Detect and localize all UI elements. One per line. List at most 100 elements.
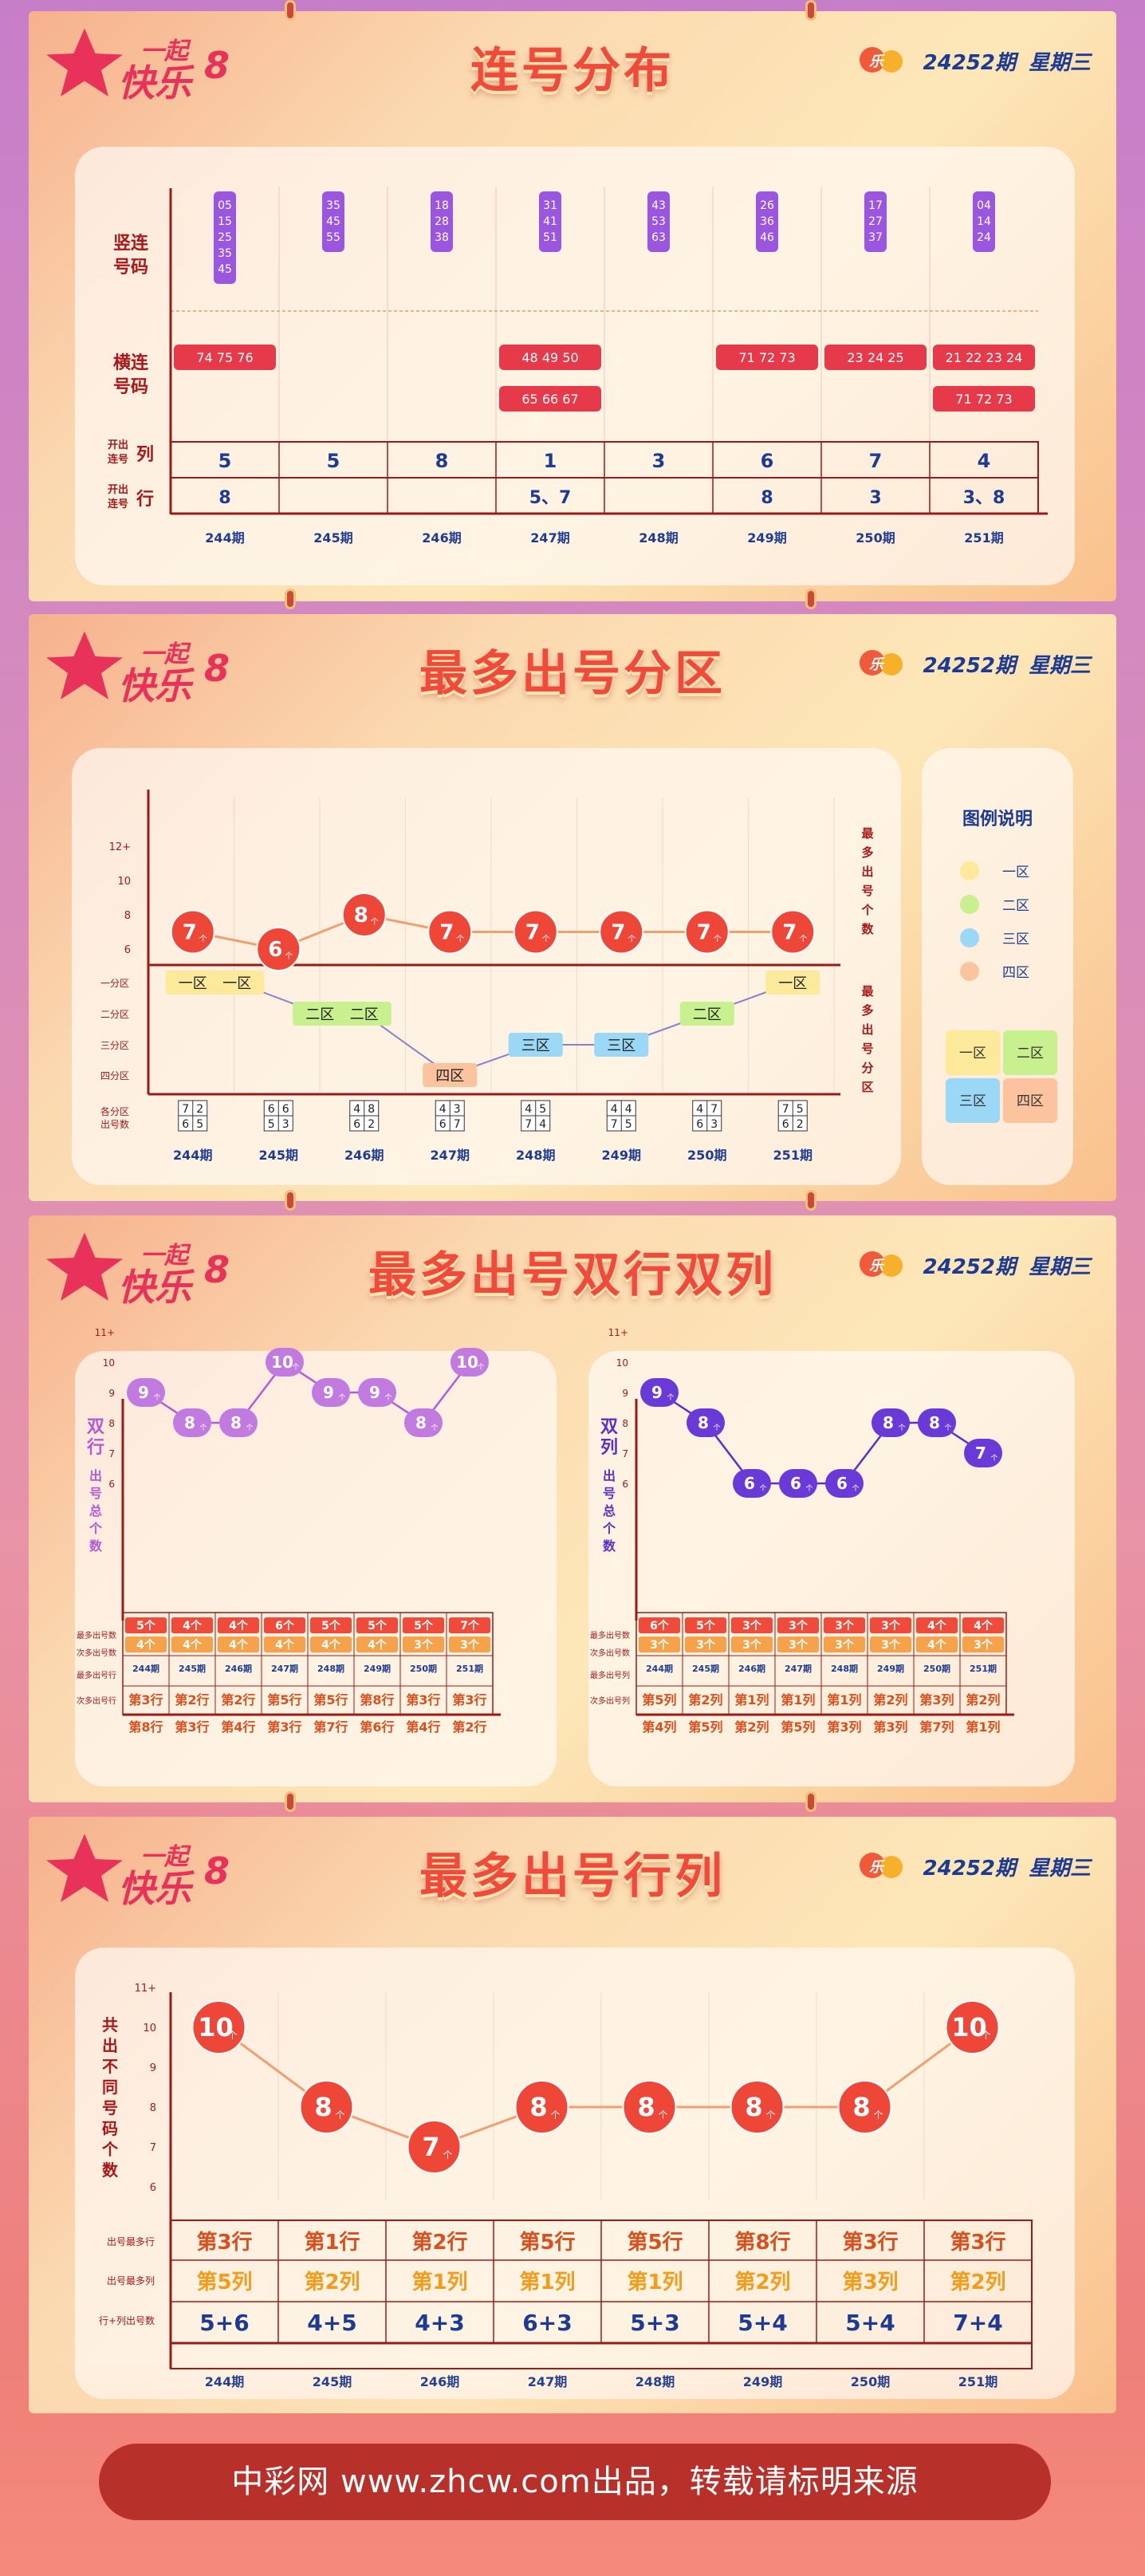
most-row: 第8行: [734, 2230, 790, 2255]
row-label: 竖连: [113, 233, 149, 254]
period-label: 250期: [851, 2374, 890, 2389]
vertical-number: 18: [435, 199, 449, 212]
second-index: 第3行: [267, 1719, 301, 1735]
col-count: 4: [978, 450, 991, 472]
zone-panel: [72, 748, 901, 1185]
vertical-number: 17: [868, 199, 883, 212]
axis-label: 号: [603, 1486, 616, 1501]
data-point: [964, 1439, 1002, 1467]
horizontal-number: 21 22 23 24: [946, 350, 1023, 365]
data-unit: 个: [658, 2109, 667, 2121]
zone-count: 6: [696, 1118, 703, 1131]
second-count: 3个: [835, 1638, 855, 1652]
data-point: [312, 1378, 350, 1407]
zone-count: 7: [710, 1103, 718, 1116]
second-count-chip: [218, 1637, 259, 1652]
zone-count: 2: [196, 1103, 203, 1116]
hanger-pin: [805, 0, 816, 21]
axis-label: 共: [102, 2015, 118, 2034]
second-count-chip: [777, 1637, 819, 1652]
most-count-chip: [449, 1617, 490, 1633]
vertical-pill: [756, 191, 778, 252]
zone-chip-label: 二区: [693, 1006, 722, 1023]
data-unit: 个: [667, 1393, 674, 1402]
zone-count: 3: [454, 1103, 461, 1116]
legend-grid-cell: [946, 1030, 1000, 1075]
data-unit: 个: [153, 1393, 160, 1402]
hanger-pin: [805, 1190, 816, 1211]
period-label: 244期: [646, 1663, 673, 1674]
second-count: 3个: [414, 1638, 434, 1652]
second-count-chip: [125, 1637, 167, 1652]
zone-count: 7: [611, 1118, 618, 1131]
y-tick: 6: [622, 1479, 628, 1490]
axis-label: 总: [603, 1503, 616, 1518]
second-count-chip: [962, 1637, 1004, 1652]
horizontal-number: 71 72 73: [955, 392, 1012, 407]
zone-chip: [210, 971, 265, 995]
most-count-chip: [171, 1617, 213, 1633]
section-title: 最多出号双行双列: [368, 1247, 777, 1303]
col-count: 1: [544, 450, 557, 472]
most-count: 5个: [368, 1619, 388, 1633]
axis-label: 码: [102, 2119, 118, 2138]
section-title: 最多出号行列: [419, 1849, 726, 1904]
most-count: 7个: [460, 1619, 480, 1633]
y-tick: 6: [108, 1479, 115, 1490]
data-label: 8: [637, 2092, 655, 2122]
data-unit: 个: [246, 1424, 253, 1432]
vertical-number: 53: [651, 215, 666, 228]
data-unit: 个: [199, 935, 207, 944]
most-count-chip: [125, 1617, 167, 1633]
table-row-label: 最多出号列: [590, 1670, 630, 1680]
period-label: 249期: [747, 530, 786, 546]
period-label: 246期: [420, 2374, 459, 2389]
period-label: 251期: [773, 1148, 813, 1163]
most-row: 第3行: [196, 2230, 252, 2255]
y-tick: 11+: [608, 1327, 628, 1338]
second-count: 4个: [321, 1638, 341, 1652]
bottom-label: 出号数: [100, 1118, 129, 1130]
data-label: 6: [268, 938, 282, 962]
legend-grid-label: 二区: [1017, 1046, 1044, 1062]
period-label: 249期: [364, 1663, 391, 1674]
data-unit: 个: [714, 935, 722, 944]
legend-dot: [960, 895, 979, 914]
period-label: 250期: [410, 1663, 437, 1674]
second-count-chip: [639, 1637, 680, 1652]
data-label: 6: [836, 1474, 848, 1493]
row-col-sum: 4+5: [307, 2310, 356, 2336]
second-index: 第6行: [360, 1719, 394, 1735]
row-label: 行: [136, 489, 154, 510]
vertical-number: 27: [868, 215, 883, 228]
y-tick: 12+: [109, 841, 131, 853]
data-label: 8: [184, 1413, 195, 1432]
axis-label: 数: [603, 1538, 616, 1554]
data-label: 8: [529, 2092, 547, 2122]
row-col-sum: 6+3: [522, 2310, 572, 2336]
y-tick: 8: [108, 1418, 115, 1429]
vertical-number: 36: [760, 215, 774, 228]
axis-label: 出: [89, 1468, 102, 1483]
data-unit: 个: [981, 2030, 990, 2041]
horizontal-pill: [174, 345, 276, 370]
zone-count: 6: [782, 1118, 789, 1131]
right-axis-label: 号: [861, 1042, 873, 1056]
data-unit: 个: [199, 1424, 207, 1432]
legend-label: 三区: [1002, 932, 1029, 947]
y-tick: 11+: [95, 1327, 115, 1338]
second-index: 第4行: [406, 1719, 440, 1735]
data-unit: 个: [550, 2109, 560, 2121]
zone-count: 7: [182, 1103, 189, 1116]
most-index: 第2行: [221, 1692, 255, 1707]
zone-count: 7: [525, 1118, 532, 1131]
zone-count: 4: [525, 1103, 532, 1116]
second-count: 3个: [974, 1638, 994, 1652]
row-label: 连号: [108, 498, 128, 510]
data-label: 8: [883, 1413, 894, 1432]
issue-badge: 24252期 星期三: [844, 1241, 1102, 1289]
data-label: 8: [698, 1413, 709, 1432]
zone-count: 5: [797, 1103, 804, 1116]
data-label: 8: [415, 1413, 427, 1432]
data-label: 8: [929, 1413, 940, 1432]
